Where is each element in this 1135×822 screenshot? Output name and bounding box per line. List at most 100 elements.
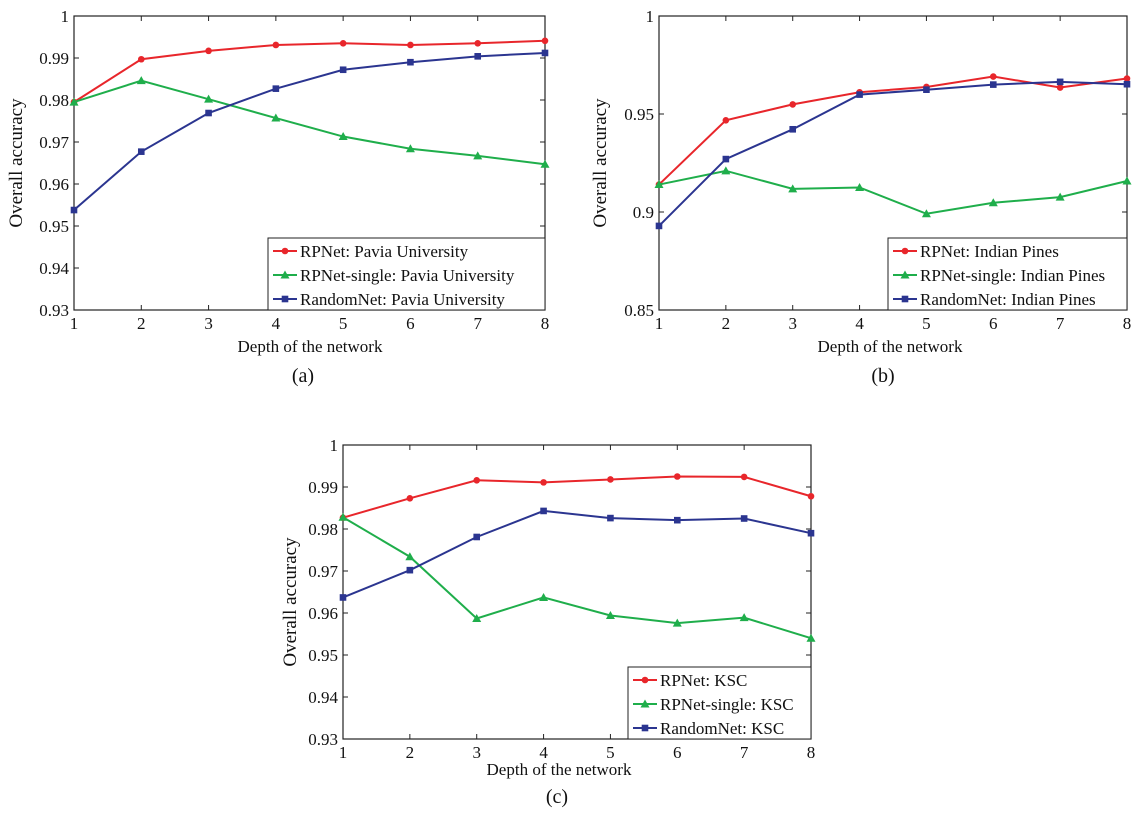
marker-circle — [137, 55, 145, 63]
x-axis-label: Depth of the network — [238, 337, 383, 356]
marker-square — [722, 155, 730, 163]
marker-triangle — [338, 512, 348, 521]
series-line — [73, 39, 546, 103]
marker-square — [856, 91, 863, 98]
marker-square — [655, 222, 663, 230]
marker-square — [807, 529, 815, 537]
marker-triangle — [739, 613, 749, 622]
chart-panel-b: 0.85 0.9 0.95 1 1 2 3 4 5 6 7 8 Depth of the network… — [590, 7, 1132, 387]
x-tick-label: 3 — [472, 743, 481, 762]
marker-square — [541, 49, 549, 57]
marker-triangle — [1055, 192, 1065, 201]
marker-square — [339, 66, 347, 74]
y-tick-label: 0.96 — [39, 175, 69, 194]
x-tick-label: 8 — [1123, 314, 1132, 333]
marker-square — [474, 53, 482, 60]
marker-square — [339, 594, 347, 601]
series-line — [342, 509, 812, 599]
x-tick-label: 2 — [137, 314, 146, 333]
series-line — [73, 79, 546, 166]
marker-square — [205, 109, 212, 117]
marker-square — [272, 85, 280, 92]
y-axis-label: Overall accuracy — [280, 537, 301, 667]
legend-box — [887, 237, 1128, 311]
marker-circle — [789, 101, 797, 108]
marker-triangle — [672, 618, 682, 627]
series-line — [658, 169, 1128, 215]
marker-triangle — [473, 151, 483, 160]
marker-circle — [1056, 84, 1064, 91]
y-tick-label: 0.98 — [308, 520, 338, 539]
marker-square — [923, 86, 930, 93]
legend-label: RPNet-single: Indian Pines — [920, 266, 1105, 285]
marker-triangle — [271, 113, 281, 122]
x-tick-label: 7 — [740, 743, 749, 762]
marker-triangle — [1122, 176, 1132, 185]
x-tick-label: 6 — [406, 314, 415, 333]
y-tick-label: 0.97 — [308, 562, 338, 581]
x-tick-label: 5 — [606, 743, 615, 762]
marker-triangle — [338, 132, 348, 141]
marker-circle — [989, 73, 997, 80]
series-triangle — [654, 166, 1132, 218]
legend: RPNet: Pavia University RPNet-single: Pav… — [267, 237, 546, 311]
series-triangle — [69, 76, 550, 168]
marker-circle — [607, 476, 614, 483]
marker-square — [607, 514, 614, 522]
y-tick-label: 1 — [330, 436, 339, 455]
marker-circle — [272, 41, 280, 49]
marker-square — [673, 516, 681, 524]
marker-circle — [281, 247, 289, 255]
marker-triangle — [540, 159, 550, 168]
legend-label: RPNet-single: KSC — [660, 695, 794, 714]
series-square — [339, 507, 815, 601]
marker-triangle — [472, 613, 482, 622]
legend-label: RPNet: Pavia University — [300, 242, 469, 261]
x-tick-label: 2 — [722, 314, 731, 333]
marker-circle — [722, 116, 730, 124]
marker-circle — [474, 40, 482, 47]
x-tick-label: 4 — [272, 314, 281, 333]
marker-square — [473, 533, 481, 541]
marker-square — [901, 295, 909, 303]
legend-label: RPNet: Indian Pines — [920, 242, 1059, 261]
marker-square — [989, 81, 997, 88]
y-tick-label: 0.96 — [308, 604, 338, 623]
marker-triangle — [654, 180, 664, 189]
marker-circle — [339, 40, 347, 47]
y-tick-label: 0.85 — [624, 301, 654, 320]
marker-triangle — [640, 699, 650, 708]
x-tick-label: 6 — [673, 743, 682, 762]
marker-triangle — [988, 198, 998, 207]
legend: RPNet: KSC RPNet-single: KSC RandomNet: KS… — [627, 666, 812, 740]
marker-square — [540, 507, 547, 515]
marker-circle — [205, 47, 212, 55]
marker-triangle — [900, 270, 910, 279]
y-tick-label: 0.9 — [633, 203, 654, 222]
y-tick-label: 0.94 — [308, 688, 338, 707]
legend-label: RandomNet: KSC — [660, 719, 784, 738]
x-tick-label: 4 — [855, 314, 864, 333]
y-tick-label: 0.99 — [308, 478, 338, 497]
marker-circle — [406, 495, 414, 502]
legend-label: RandomNet: Pavia University — [300, 290, 505, 309]
marker-square — [407, 58, 414, 66]
y-tick-label: 0.95 — [624, 105, 654, 124]
marker-circle — [641, 676, 649, 684]
x-tick-label: 7 — [1056, 314, 1065, 333]
y-tick-label: 0.93 — [39, 301, 69, 320]
marker-triangle — [788, 184, 798, 193]
marker-circle — [807, 492, 815, 500]
x-tick-label: 4 — [539, 743, 548, 762]
legend: RPNet: Indian Pines RPNet-single: Indian … — [887, 237, 1128, 311]
legend-box — [267, 237, 546, 311]
x-tick-label: 8 — [541, 314, 550, 333]
y-tick-label: 1 — [646, 7, 655, 26]
marker-circle — [673, 473, 681, 480]
series-square — [655, 78, 1131, 230]
marker-square — [641, 724, 649, 732]
x-tick-label: 5 — [922, 314, 931, 333]
marker-circle — [740, 473, 748, 481]
marker-square — [1123, 80, 1131, 88]
series-line — [658, 80, 1128, 227]
